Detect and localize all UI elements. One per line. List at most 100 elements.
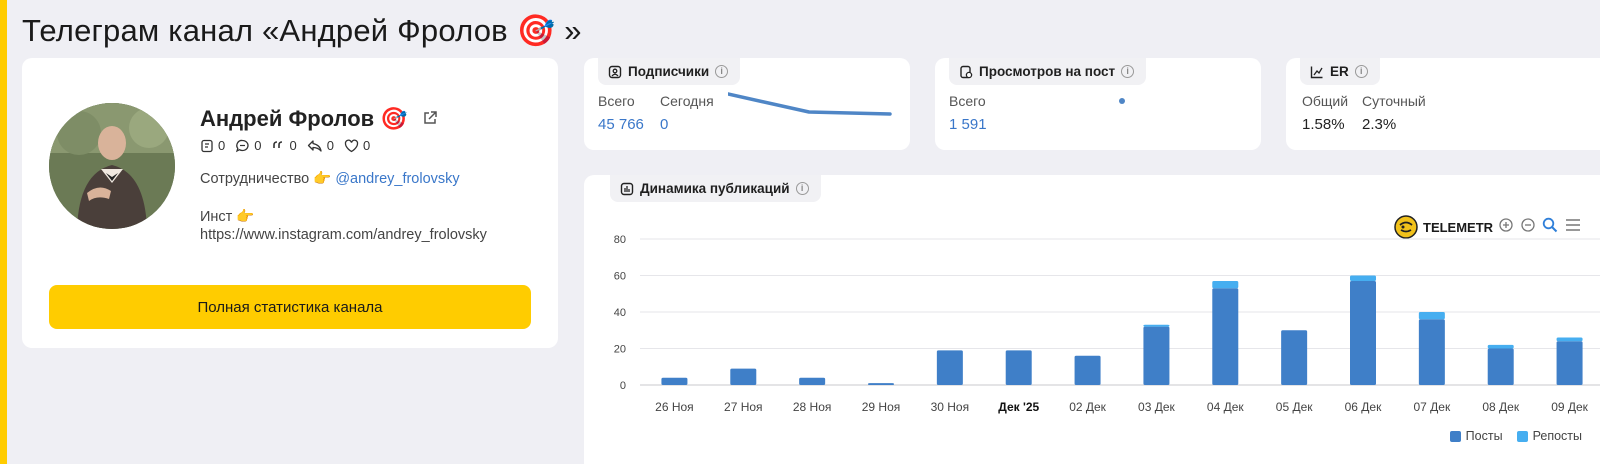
profile-card: Андрей Фролов 🎯 0 0 0 0 0 Сотрудничество… [22, 58, 558, 348]
channel-stats-row: 0 0 0 0 0 [200, 138, 370, 153]
stat-likes: 0 [344, 138, 370, 153]
bar-reposts[interactable] [1212, 280, 1239, 289]
stat-reposts: 0 [307, 138, 334, 153]
x-tick-label: 27 Ноя [724, 400, 763, 414]
views-icon [960, 65, 973, 78]
bar-posts[interactable] [661, 377, 688, 385]
bar-posts[interactable] [1556, 341, 1583, 385]
subscribers-tab[interactable]: Подписчики i [598, 58, 741, 85]
avatar[interactable] [49, 103, 175, 229]
x-tick-label: 09 Дек [1551, 400, 1588, 414]
menu-icon[interactable] [1564, 217, 1582, 233]
views-sparkline-point [1119, 98, 1125, 104]
x-tick-label: 07 Дек [1413, 400, 1450, 414]
inst-url[interactable]: https://www.instagram.com/andrey_frolovs… [200, 227, 487, 243]
stat-likes-value: 0 [362, 138, 371, 153]
info-icon[interactable]: i [715, 65, 729, 78]
views-tab-label: Просмотров на пост [979, 64, 1116, 79]
inst-text: Инст 👉 [200, 209, 255, 225]
dynamics-tab[interactable]: Динамика публикаций i [610, 175, 821, 202]
y-tick-label: 20 [614, 344, 626, 356]
chart-toolbar [1498, 217, 1582, 233]
er-tab[interactable]: ER i [1300, 58, 1380, 85]
channel-name-text: Андрей Фролов 🎯 [200, 106, 408, 131]
telemetr-logo: TELEMETR [1394, 215, 1493, 239]
x-tick-label: 08 Дек [1482, 400, 1519, 414]
stat-posts-value: 0 [218, 138, 226, 153]
er-overall-value: 1.58% [1302, 116, 1345, 133]
y-tick-label: 40 [614, 307, 626, 319]
views-tab[interactable]: Просмотров на пост i [949, 58, 1147, 85]
bar-posts[interactable] [799, 377, 826, 385]
x-tick-label: 26 Ноя [655, 400, 694, 414]
heart-icon [344, 139, 359, 152]
cooperation-line: Сотрудничество 👉 @andrey_frolovsky [200, 170, 460, 187]
legend-swatch-reposts [1516, 430, 1528, 442]
x-tick-label: 06 Дек [1345, 400, 1382, 414]
bar-posts[interactable] [730, 368, 757, 385]
legend-label-reposts: Репосты [1532, 429, 1582, 443]
subscribers-today-value: 0 [660, 116, 669, 133]
x-tick-label: 28 Ноя [793, 400, 832, 414]
bar-posts[interactable] [1350, 280, 1376, 385]
user-card-icon [608, 65, 622, 78]
bar-posts[interactable] [1143, 326, 1170, 385]
bar-posts[interactable] [1418, 319, 1445, 385]
bar-reposts[interactable] [1418, 312, 1445, 320]
bar-reposts[interactable] [1350, 275, 1376, 281]
views-total-label: Всего [949, 93, 986, 109]
full-stats-button[interactable]: Полная статистика канала [49, 285, 531, 329]
zoom-out-icon[interactable] [1520, 217, 1536, 233]
x-tick-label: Дек '25 [998, 400, 1039, 414]
bar-reposts[interactable] [1556, 337, 1583, 342]
info-icon[interactable]: i [795, 182, 809, 195]
x-tick-label: 03 Дек [1138, 400, 1175, 414]
bar-posts[interactable] [1212, 288, 1239, 385]
bar-posts[interactable] [936, 350, 963, 385]
subscribers-tab-label: Подписчики [628, 64, 710, 79]
publication-dynamics-chart: 0 20 40 60 80 26 Ноя 27 Ноя 28 Ноя 29 Ноя 30 Ноя Д… [614, 234, 1600, 414]
y-tick-label: 60 [614, 271, 626, 283]
stat-quotes: 0 [271, 138, 297, 153]
x-tick-label: 04 Дек [1207, 400, 1244, 414]
er-tab-label: ER [1330, 64, 1349, 79]
stat-quotes-value: 0 [289, 138, 297, 153]
trend-chart-icon [1310, 66, 1323, 78]
x-tick-label: 05 Дек [1276, 400, 1313, 414]
subscribers-total-label: Всего [598, 93, 635, 109]
info-icon[interactable]: i [1354, 65, 1368, 78]
y-tick-label: 80 [614, 234, 626, 246]
er-daily-label: Суточный [1362, 93, 1426, 109]
views-total-value: 1 591 [949, 116, 987, 133]
bar-posts[interactable] [1281, 330, 1308, 385]
cooperation-handle-link[interactable]: @andrey_frolovsky [335, 171, 460, 187]
quote-icon [273, 140, 283, 148]
legend-item-posts[interactable]: Посты [1449, 429, 1503, 443]
legend-swatch-posts [1449, 430, 1461, 442]
bar-posts[interactable] [1487, 348, 1514, 386]
stat-reposts-value: 0 [326, 138, 334, 153]
telemetr-logo-text: TELEMETR [1423, 219, 1494, 235]
subscribers-sparkline [728, 92, 892, 116]
search-icon[interactable] [1542, 217, 1558, 233]
dynamics-tab-label: Динамика публикаций [640, 181, 790, 196]
bar-posts[interactable] [868, 383, 894, 385]
chart-legend: Посты Репосты [1449, 429, 1582, 443]
bar-posts[interactable] [1074, 355, 1101, 385]
subscribers-total-value: 45 766 [598, 116, 644, 133]
bar-reposts[interactable] [1487, 344, 1514, 349]
bar-chart-icon [620, 182, 634, 195]
bar-posts[interactable] [1005, 350, 1032, 385]
bar-reposts[interactable] [1143, 324, 1170, 327]
zoom-in-icon[interactable] [1498, 217, 1514, 233]
legend-item-reposts[interactable]: Репосты [1516, 429, 1582, 443]
info-icon[interactable]: i [1121, 65, 1135, 78]
comment-icon [236, 139, 249, 152]
external-link-icon[interactable] [422, 106, 438, 132]
er-card: ER i Общий Суточный 1.58% 2.3% [1286, 58, 1600, 150]
subscribers-today-label: Сегодня [660, 93, 714, 109]
subscribers-card: Подписчики i Всего Сегодня 45 766 0 [584, 58, 910, 150]
legend-label-posts: Посты [1465, 429, 1503, 443]
stat-comments: 0 [235, 138, 261, 153]
publication-dynamics-card: Динамика публикаций i TELEMETR 0 20 40 60 80… [584, 175, 1600, 464]
